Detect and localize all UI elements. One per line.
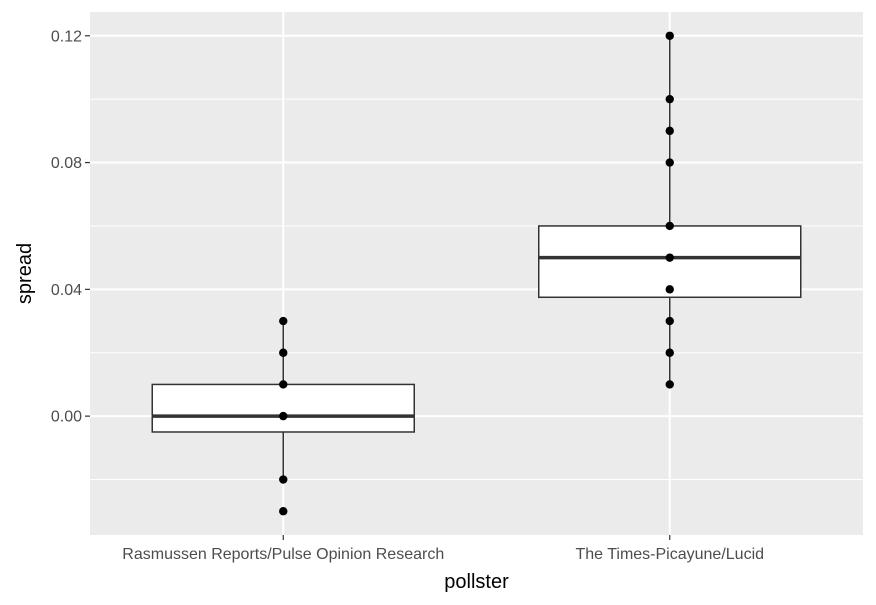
data-point xyxy=(279,316,288,326)
data-point xyxy=(665,285,674,294)
data-points xyxy=(279,31,674,516)
data-point xyxy=(279,475,288,484)
data-point xyxy=(665,158,674,167)
data-point xyxy=(665,94,674,104)
y-axis-ticks: 0.00 0.04 0.08 0.12 xyxy=(51,28,90,426)
x-tick-label: Rasmussen Reports/Pulse Opinion Research xyxy=(122,546,444,563)
data-point xyxy=(665,221,674,231)
x-axis-title: pollster xyxy=(444,571,509,593)
data-point xyxy=(665,31,674,40)
data-point xyxy=(665,126,674,136)
y-tick-label: 0.04 xyxy=(51,282,82,299)
data-point xyxy=(279,380,288,389)
data-point xyxy=(665,253,674,262)
y-axis-title: spread xyxy=(14,243,36,304)
box-1 xyxy=(151,321,415,480)
data-point xyxy=(665,316,674,326)
y-tick-label: 0.08 xyxy=(51,155,82,172)
x-tick-label: The Times-Picayune/Lucid xyxy=(575,546,764,563)
box-iqr xyxy=(151,383,415,433)
x-axis-ticks: Rasmussen Reports/Pulse Opinion Research… xyxy=(122,535,764,563)
data-point xyxy=(279,348,288,357)
y-tick-label: 0.12 xyxy=(51,28,82,45)
y-tick-label: 0.00 xyxy=(51,409,82,426)
data-point xyxy=(665,348,674,357)
data-point xyxy=(279,507,288,516)
data-point xyxy=(665,380,674,389)
data-point xyxy=(279,411,288,421)
